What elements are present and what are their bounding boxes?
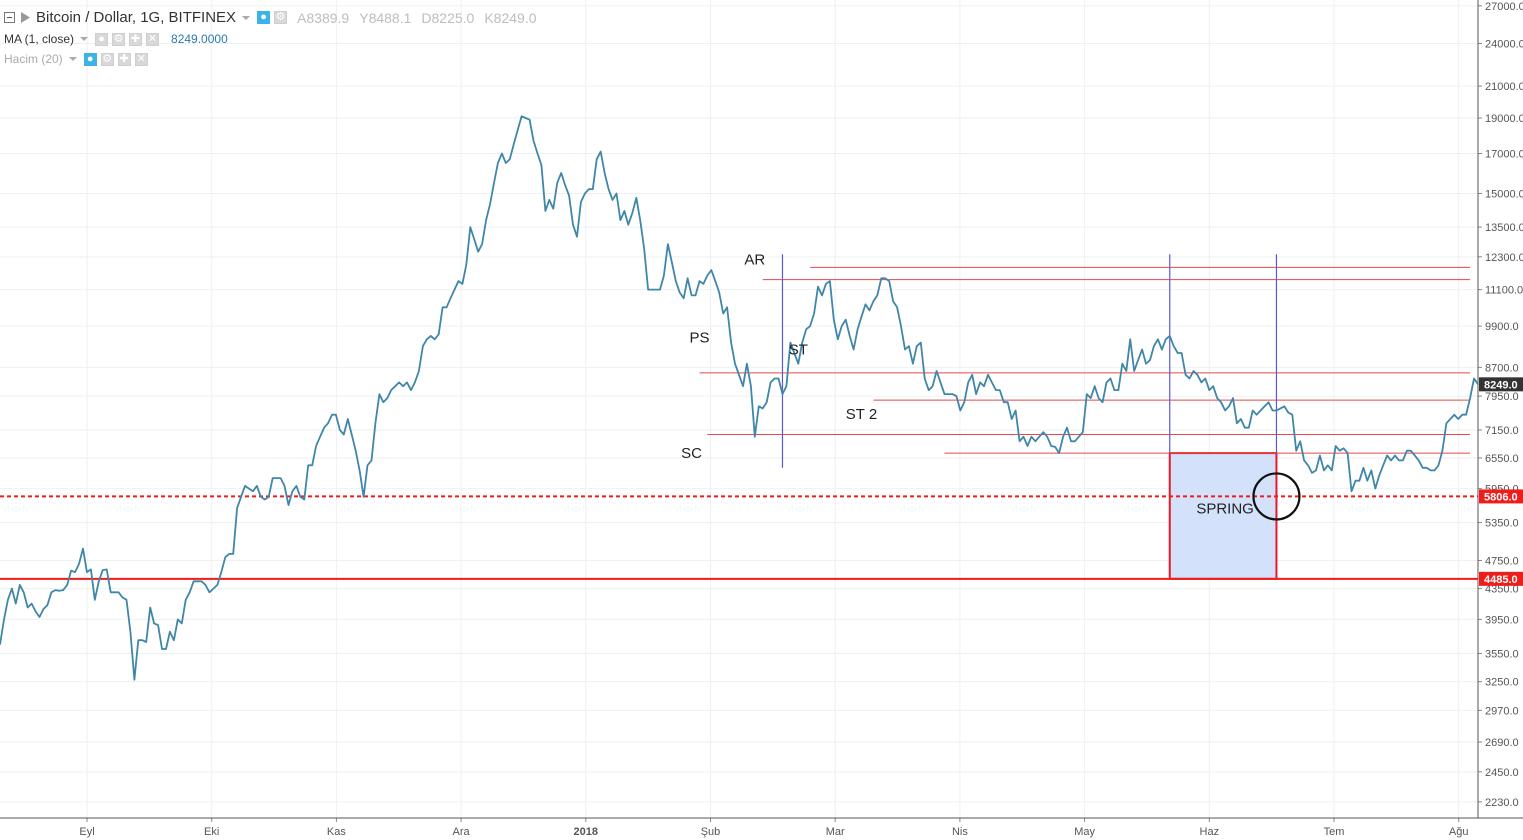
ma-label[interactable]: MA (1, close) bbox=[4, 32, 75, 46]
price-level-tag-bg bbox=[1479, 489, 1523, 504]
y-tick-label: 2970.0 bbox=[1485, 705, 1519, 717]
x-tick-label: Kas bbox=[327, 826, 346, 838]
y-tick-label: 9900.0 bbox=[1485, 321, 1519, 333]
price-level-tag-bg bbox=[1479, 571, 1523, 586]
circle-marker[interactable] bbox=[1252, 472, 1301, 521]
y-tick-label: 3950.0 bbox=[1485, 614, 1519, 626]
y-tick-label: 3550.0 bbox=[1485, 648, 1519, 660]
chevron-down-icon[interactable] bbox=[80, 37, 89, 41]
close-icon[interactable]: ✕ bbox=[134, 52, 148, 66]
y-tick-label: 2230.0 bbox=[1485, 797, 1519, 809]
annotation-sc[interactable]: SC bbox=[681, 445, 702, 462]
y-tick-label: 8700.0 bbox=[1485, 362, 1519, 374]
y-tick-label: 2450.0 bbox=[1485, 767, 1519, 779]
y-tick-label: 12300.0 bbox=[1485, 252, 1523, 264]
y-tick-label: 7950.0 bbox=[1485, 391, 1519, 403]
y-tick-label: 4750.0 bbox=[1485, 556, 1519, 568]
eye-icon[interactable]: ● bbox=[95, 32, 109, 46]
y-tick-label: 15000.0 bbox=[1485, 188, 1523, 200]
annotation-st[interactable]: ST bbox=[789, 342, 808, 359]
x-tick-label: Ara bbox=[453, 826, 471, 838]
volume-legend: Hacim (20) ● ⚙ ✚ ✕ bbox=[4, 52, 148, 66]
more-icon[interactable]: ✚ bbox=[129, 32, 143, 46]
y-tick-label: 2690.0 bbox=[1485, 737, 1519, 749]
annotation-spring[interactable]: SPRING bbox=[1196, 501, 1254, 518]
more-icon[interactable]: ✚ bbox=[117, 52, 131, 66]
last-price-tag-bg bbox=[1479, 377, 1523, 392]
symbol-title[interactable]: Bitcoin / Dollar, 1G, BITFINEX bbox=[36, 9, 237, 26]
collapse-icon[interactable] bbox=[4, 12, 15, 23]
ohlc-high: Y8488.1 bbox=[359, 9, 412, 26]
chart-legend: Bitcoin / Dollar, 1G, BITFINEX ● ⚙ A8389… bbox=[4, 9, 537, 26]
price-line[interactable] bbox=[0, 115, 1479, 681]
y-tick-label: 3250.0 bbox=[1485, 677, 1519, 689]
x-tick-label: Mar bbox=[826, 826, 845, 838]
ohlc-low: D8225.0 bbox=[421, 9, 475, 26]
x-tick-label: Nis bbox=[952, 826, 968, 838]
x-tick-label: Ağu bbox=[1449, 826, 1469, 838]
close-icon[interactable]: ✕ bbox=[146, 32, 160, 46]
gear-icon[interactable]: ⚙ bbox=[112, 32, 126, 46]
y-tick-label: 4350.0 bbox=[1485, 584, 1519, 596]
ma-value: 8249.0000 bbox=[171, 32, 228, 46]
last-price-tag: 8249.0 bbox=[1484, 379, 1518, 391]
x-tick-label: Eki bbox=[204, 826, 219, 838]
y-tick-label: 11100.0 bbox=[1485, 285, 1523, 297]
x-tick-label: Şub bbox=[701, 826, 721, 838]
ohlc-close: K8249.0 bbox=[484, 9, 537, 26]
eye-icon[interactable]: ● bbox=[257, 11, 271, 24]
annotation-ps[interactable]: PS bbox=[689, 330, 709, 347]
y-tick-label: 6550.0 bbox=[1485, 453, 1519, 465]
y-tick-label: 5350.0 bbox=[1485, 518, 1519, 530]
y-tick-label: 7150.0 bbox=[1485, 425, 1519, 437]
price-level-tag: 5806.0 bbox=[1484, 491, 1518, 503]
y-tick-label: 13500.0 bbox=[1485, 222, 1523, 234]
x-tick-label: Eyl bbox=[79, 826, 94, 838]
y-tick-label: 17000.0 bbox=[1485, 149, 1523, 161]
annotation-ar[interactable]: AR bbox=[744, 252, 765, 269]
volume-label[interactable]: Hacim (20) bbox=[4, 52, 63, 66]
ohlc-open: A8389.9 bbox=[297, 9, 350, 26]
x-tick-label: 2018 bbox=[574, 826, 598, 838]
annotation-st-2[interactable]: ST 2 bbox=[846, 406, 877, 423]
price-level-tag: 4485.0 bbox=[1484, 574, 1518, 586]
x-tick-label: Haz bbox=[1200, 826, 1220, 838]
eye-icon[interactable]: ● bbox=[83, 52, 97, 66]
chevron-down-icon[interactable] bbox=[242, 15, 251, 20]
gear-icon[interactable]: ⚙ bbox=[100, 52, 114, 66]
flag-icon[interactable] bbox=[21, 12, 30, 23]
y-tick-label: 27000.0 bbox=[1485, 1, 1523, 13]
x-tick-label: Tem bbox=[1324, 826, 1345, 838]
y-tick-label: 19000.0 bbox=[1485, 113, 1523, 125]
ma-legend: MA (1, close) ● ⚙ ✚ ✕ 8249.0000 bbox=[4, 32, 228, 46]
y-tick-label: 24000.0 bbox=[1485, 38, 1523, 50]
x-tick-label: May bbox=[1074, 826, 1095, 838]
y-tick-label: 21000.0 bbox=[1485, 81, 1523, 93]
chevron-down-icon[interactable] bbox=[68, 57, 77, 61]
gear-icon[interactable]: ⚙ bbox=[274, 11, 288, 24]
